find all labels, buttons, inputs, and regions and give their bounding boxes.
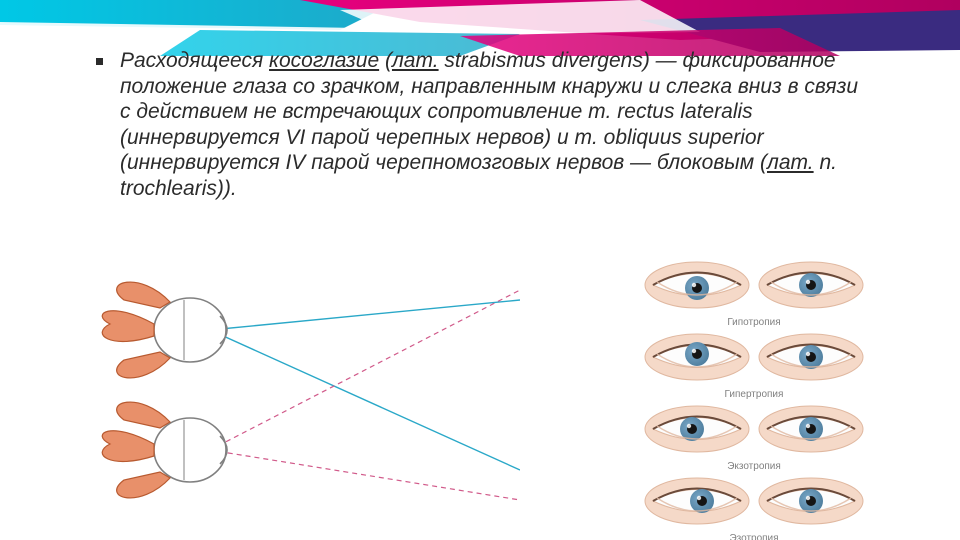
eye-left	[643, 476, 751, 531]
eye-right	[757, 404, 865, 459]
eye-pair	[643, 332, 865, 387]
divergence-diagram	[90, 270, 520, 510]
strabismus-types-figure: Гипотропия Гипертропия	[636, 260, 872, 540]
eye-right	[757, 260, 865, 315]
eye-right	[757, 332, 865, 387]
eye-row: Гипотропия	[636, 260, 872, 328]
eye-caption: Эзотропия	[729, 533, 778, 540]
eye-pair	[643, 404, 865, 459]
eye-right	[757, 476, 865, 531]
body-paragraph: Расходящееся косоглазие (лат. strabismus…	[120, 48, 860, 202]
bullet-icon	[96, 58, 103, 65]
eye-caption: Гипертропия	[725, 389, 784, 400]
text-seg-1: Расходящееся	[120, 49, 269, 72]
eye-pair	[643, 476, 865, 531]
eye-pair	[643, 260, 865, 315]
eye-left	[643, 332, 751, 387]
eye-row: Эзотропия	[636, 476, 872, 540]
eye-left	[643, 260, 751, 315]
eye-row: Гипертропия	[636, 332, 872, 400]
eye-caption: Экзотропия	[727, 461, 781, 472]
text-seg-2: (	[379, 49, 392, 72]
eye-caption: Гипотропия	[727, 317, 780, 328]
eye-left	[643, 404, 751, 459]
eye-row: Экзотропия	[636, 404, 872, 472]
link-kosoglazie[interactable]: косоглазие	[269, 49, 379, 72]
link-lat-2[interactable]: лат.	[767, 151, 814, 174]
link-lat-1[interactable]: лат.	[392, 49, 439, 72]
